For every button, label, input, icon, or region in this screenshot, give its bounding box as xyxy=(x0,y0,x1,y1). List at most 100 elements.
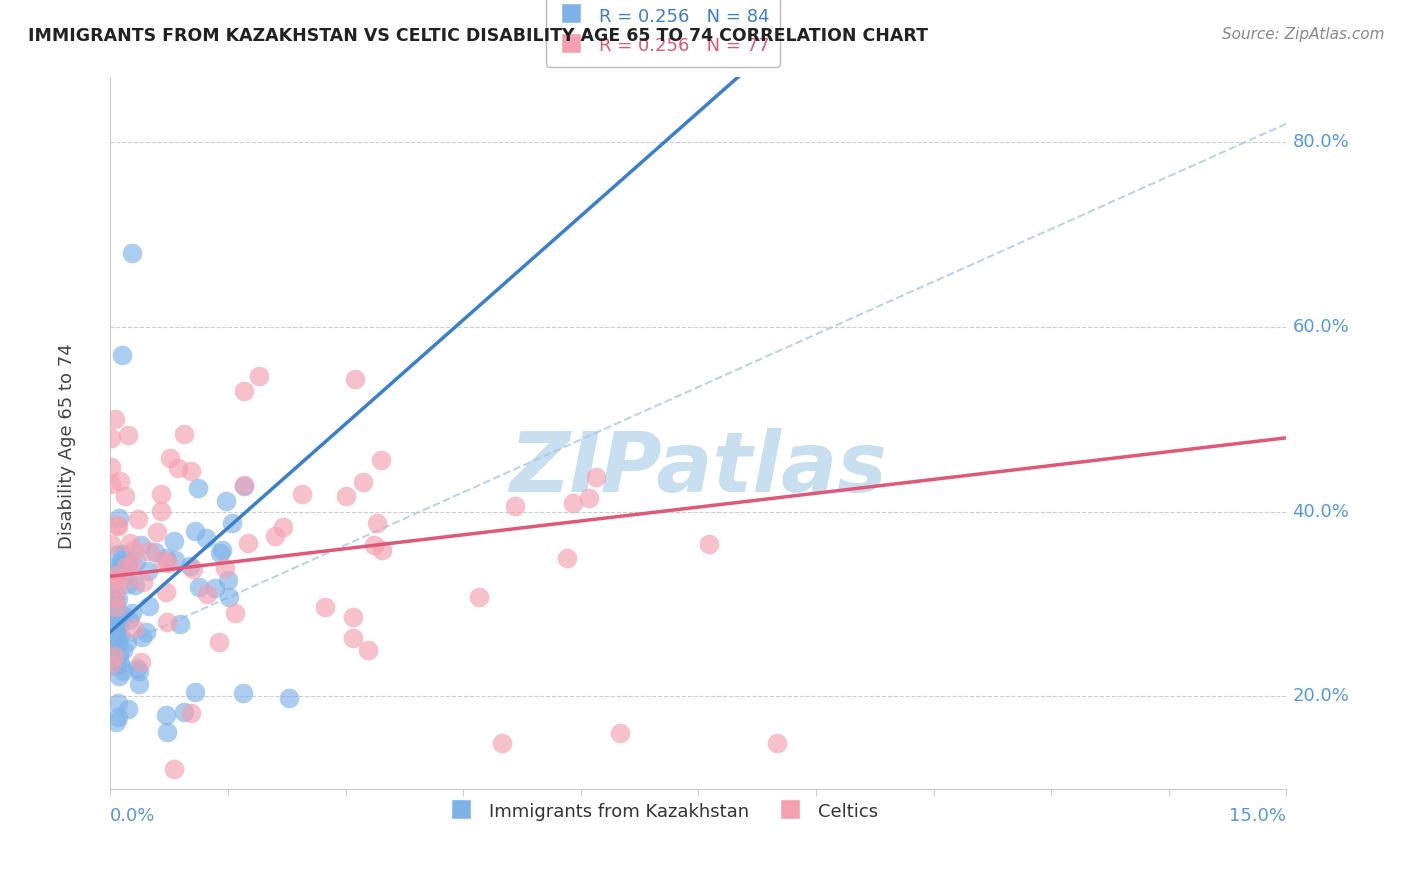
Point xyxy=(697,537,720,551)
Point xyxy=(117,577,139,591)
Point xyxy=(110,629,132,643)
Point xyxy=(314,599,336,614)
Point xyxy=(179,559,201,574)
Point xyxy=(121,246,143,260)
Point xyxy=(121,606,143,620)
Point xyxy=(208,546,231,560)
Text: 0.0%: 0.0% xyxy=(110,806,156,825)
Point xyxy=(108,511,131,525)
Point xyxy=(204,582,226,596)
Point xyxy=(152,552,174,566)
Point xyxy=(555,550,578,565)
Point xyxy=(562,496,585,510)
Text: ZIPatlas: ZIPatlas xyxy=(509,428,887,509)
Point xyxy=(344,371,367,385)
Point xyxy=(150,504,173,518)
Point xyxy=(101,658,124,673)
Point xyxy=(188,580,211,594)
Point xyxy=(125,554,148,568)
Point xyxy=(100,591,122,605)
Text: 20.0%: 20.0% xyxy=(1292,688,1350,706)
Point xyxy=(118,613,141,627)
Point xyxy=(104,715,127,730)
Point xyxy=(108,474,131,488)
Point xyxy=(363,538,385,552)
Point xyxy=(155,550,177,565)
Point xyxy=(159,451,181,466)
Point xyxy=(108,657,131,672)
Point xyxy=(117,428,139,442)
Point xyxy=(468,590,491,604)
Point xyxy=(149,486,172,500)
Point xyxy=(278,690,301,705)
Point xyxy=(100,431,122,445)
Point xyxy=(114,558,136,572)
Point xyxy=(104,591,127,605)
Point xyxy=(105,600,128,615)
Text: 40.0%: 40.0% xyxy=(1292,503,1350,521)
Point xyxy=(100,657,122,671)
Point xyxy=(184,524,207,538)
Point xyxy=(128,664,150,678)
Point xyxy=(120,535,142,549)
Point xyxy=(100,639,122,653)
Point xyxy=(117,556,139,570)
Point xyxy=(104,599,127,613)
Point xyxy=(609,726,631,740)
Point xyxy=(101,591,124,605)
Point xyxy=(111,348,134,362)
Point xyxy=(215,494,238,508)
Point xyxy=(124,578,146,592)
Point xyxy=(107,696,129,710)
Point xyxy=(157,556,180,570)
Point xyxy=(105,634,128,648)
Point xyxy=(236,535,259,549)
Point xyxy=(103,592,125,607)
Point xyxy=(115,560,138,574)
Text: 60.0%: 60.0% xyxy=(1292,318,1350,336)
Point xyxy=(104,569,127,583)
Point xyxy=(103,648,125,663)
Point xyxy=(585,469,607,483)
Point xyxy=(111,643,134,657)
Point xyxy=(163,533,186,548)
Point xyxy=(224,606,246,620)
Text: 15.0%: 15.0% xyxy=(1229,806,1286,825)
Point xyxy=(163,762,186,776)
Point xyxy=(110,554,132,568)
Point xyxy=(187,481,209,495)
Point xyxy=(233,384,256,398)
Point xyxy=(155,584,177,599)
Point xyxy=(218,590,240,604)
Point xyxy=(108,668,131,682)
Point xyxy=(103,412,125,426)
Point xyxy=(264,529,287,543)
Point xyxy=(357,643,380,657)
Point xyxy=(105,619,128,633)
Point xyxy=(169,617,191,632)
Point xyxy=(114,551,136,566)
Point xyxy=(211,543,233,558)
Point xyxy=(111,547,134,561)
Point xyxy=(115,572,138,586)
Point xyxy=(352,475,374,489)
Point xyxy=(104,602,127,616)
Point xyxy=(195,531,218,545)
Point xyxy=(105,580,128,594)
Point xyxy=(100,460,122,475)
Point xyxy=(271,520,294,534)
Point xyxy=(180,464,202,478)
Point xyxy=(214,560,236,574)
Point xyxy=(108,654,131,668)
Point xyxy=(197,587,219,601)
Point xyxy=(100,644,122,658)
Point xyxy=(107,547,129,561)
Point xyxy=(101,570,124,584)
Point xyxy=(104,628,127,642)
Point xyxy=(173,706,195,720)
Point xyxy=(155,708,177,723)
Point xyxy=(491,736,513,750)
Point xyxy=(503,499,526,513)
Point xyxy=(100,537,122,551)
Point xyxy=(122,542,145,557)
